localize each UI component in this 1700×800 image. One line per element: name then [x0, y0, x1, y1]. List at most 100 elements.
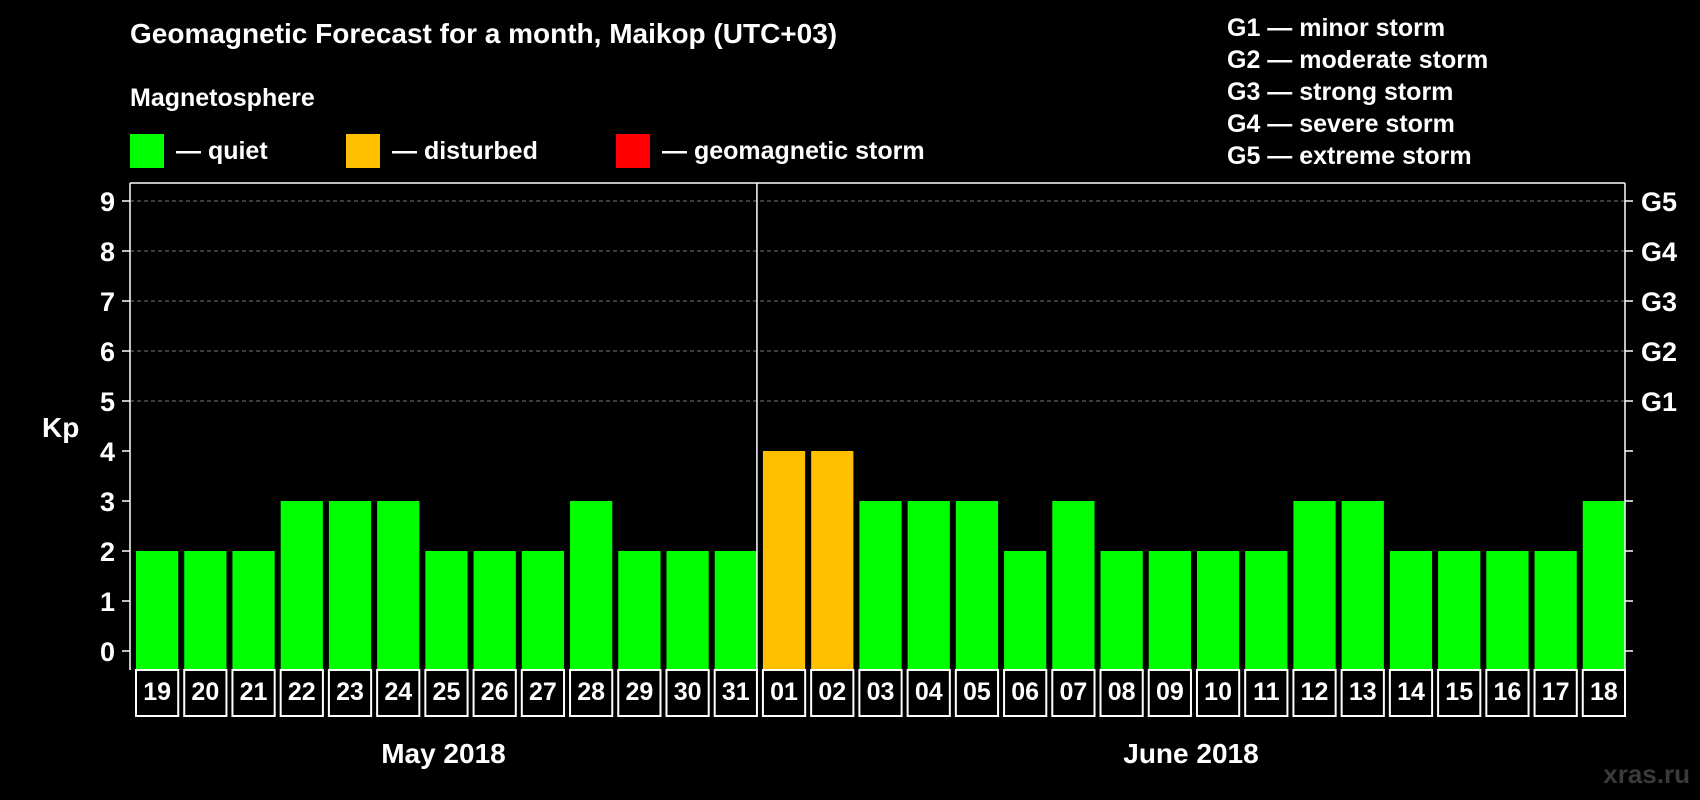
x-tick-label-05: 05 — [963, 678, 991, 706]
storm-scale-g2: G2 — moderate storm — [1227, 46, 1489, 74]
bar-22 — [280, 501, 323, 669]
category-box-17 — [1533, 669, 1578, 717]
x-tick-label-24: 24 — [384, 678, 412, 706]
legend-swatch-disturbed — [346, 134, 380, 168]
month-label-1: June 2018 — [1123, 738, 1258, 769]
x-tick-label-20: 20 — [191, 678, 219, 706]
storm-scale-g1: G1 — minor storm — [1227, 14, 1446, 42]
category-box-16 — [1485, 669, 1530, 717]
x-tick-label-19: 19 — [143, 678, 171, 706]
x-tick-label-31: 31 — [722, 678, 750, 706]
category-box-27 — [520, 669, 566, 717]
bar-20 — [184, 551, 227, 669]
x-tick-label-13: 13 — [1349, 678, 1377, 706]
y-tick-label-6: 6 — [100, 337, 115, 367]
y-axis-label: Kp — [42, 412, 79, 443]
watermark: xras.ru — [1603, 759, 1690, 789]
bar-24 — [377, 501, 420, 669]
category-box-15 — [1437, 669, 1482, 717]
legend-label-quiet: — quiet — [176, 136, 268, 165]
x-tick-label-01: 01 — [770, 678, 798, 706]
category-box-20 — [183, 669, 228, 717]
legend-swatch-quiet — [130, 134, 164, 168]
bar-08 — [1100, 551, 1143, 669]
bar-12 — [1293, 501, 1336, 669]
bar-11 — [1245, 551, 1288, 669]
x-tick-label-25: 25 — [433, 678, 461, 706]
y-tick-label-4: 4 — [100, 437, 115, 467]
y-tick-label-2: 2 — [100, 537, 115, 567]
y-tick-label-8: 8 — [100, 237, 115, 267]
x-tick-label-28: 28 — [577, 678, 605, 706]
category-box-09 — [1147, 669, 1192, 717]
y-tick-label-5: 5 — [100, 387, 115, 417]
bar-15 — [1438, 551, 1481, 669]
category-box-14 — [1388, 669, 1434, 717]
x-tick-label-29: 29 — [625, 678, 653, 706]
category-box-02 — [810, 669, 855, 717]
category-box-18 — [1581, 669, 1626, 717]
category-box-28 — [569, 669, 614, 717]
x-tick-label-10: 10 — [1204, 678, 1232, 706]
right-axis-label-G3: G3 — [1641, 287, 1677, 317]
category-box-24 — [376, 669, 421, 717]
x-tick-label-08: 08 — [1108, 678, 1136, 706]
bar-29 — [618, 551, 661, 669]
x-tick-label-15: 15 — [1445, 678, 1473, 706]
y-tick-label-3: 3 — [100, 487, 115, 517]
bar-25 — [425, 551, 468, 669]
bar-01 — [762, 451, 806, 669]
category-box-21 — [231, 669, 276, 717]
bar-31 — [714, 551, 757, 669]
chart-title: Geomagnetic Forecast for a month, Maikop… — [130, 18, 838, 49]
month-label-0: May 2018 — [381, 738, 506, 769]
storm-scale-g3: G3 — strong storm — [1227, 78, 1454, 106]
x-tick-label-02: 02 — [818, 678, 846, 706]
right-axis-label-G5: G5 — [1641, 187, 1677, 217]
bar-09 — [1148, 551, 1191, 669]
category-box-19 — [135, 669, 180, 717]
x-tick-label-11: 11 — [1253, 678, 1280, 706]
category-box-06 — [1003, 669, 1048, 717]
category-box-23 — [327, 669, 373, 717]
bar-13 — [1341, 501, 1384, 669]
category-box-12 — [1292, 669, 1337, 717]
category-box-29 — [617, 669, 662, 717]
legend-item-storm: — geomagnetic storm — [616, 134, 925, 168]
category-box-13 — [1340, 669, 1385, 717]
y-tick-label-7: 7 — [100, 287, 115, 317]
bar-27 — [521, 551, 565, 669]
x-tick-label-04: 04 — [915, 678, 943, 706]
bar-04 — [907, 501, 950, 669]
legend-item-disturbed: — disturbed — [346, 134, 538, 168]
storm-scale-g5: G5 — extreme storm — [1227, 142, 1472, 170]
right-axis-label-G2: G2 — [1641, 337, 1677, 367]
right-axis-label-G4: G4 — [1641, 237, 1677, 267]
bar-28 — [570, 501, 613, 669]
x-tick-label-23: 23 — [336, 678, 364, 706]
legend-item-quiet: — quiet — [130, 134, 268, 168]
x-tick-label-27: 27 — [529, 678, 557, 706]
y-tick-label-0: 0 — [100, 637, 115, 667]
bar-30 — [666, 551, 709, 669]
bar-07 — [1052, 501, 1095, 669]
bar-18 — [1582, 501, 1625, 669]
category-box-11 — [1244, 669, 1289, 717]
bar-17 — [1534, 551, 1577, 669]
x-tick-label-09: 09 — [1156, 678, 1184, 706]
x-tick-label-22: 22 — [288, 678, 316, 706]
category-box-25 — [424, 669, 469, 717]
legend-swatch-storm — [616, 134, 650, 168]
x-tick-label-06: 06 — [1011, 678, 1039, 706]
storm-scale: G1 — minor storm G2 — moderate storm G3 … — [1227, 12, 1488, 172]
y-tick-label-9: 9 — [100, 187, 115, 217]
bar-03 — [859, 501, 902, 669]
x-tick-label-30: 30 — [674, 678, 702, 706]
bar-02 — [811, 451, 854, 669]
bar-14 — [1389, 551, 1433, 669]
category-box-05 — [954, 669, 1000, 717]
bar-21 — [232, 551, 275, 669]
x-tick-label-16: 16 — [1494, 678, 1522, 706]
x-tick-label-26: 26 — [481, 678, 509, 706]
